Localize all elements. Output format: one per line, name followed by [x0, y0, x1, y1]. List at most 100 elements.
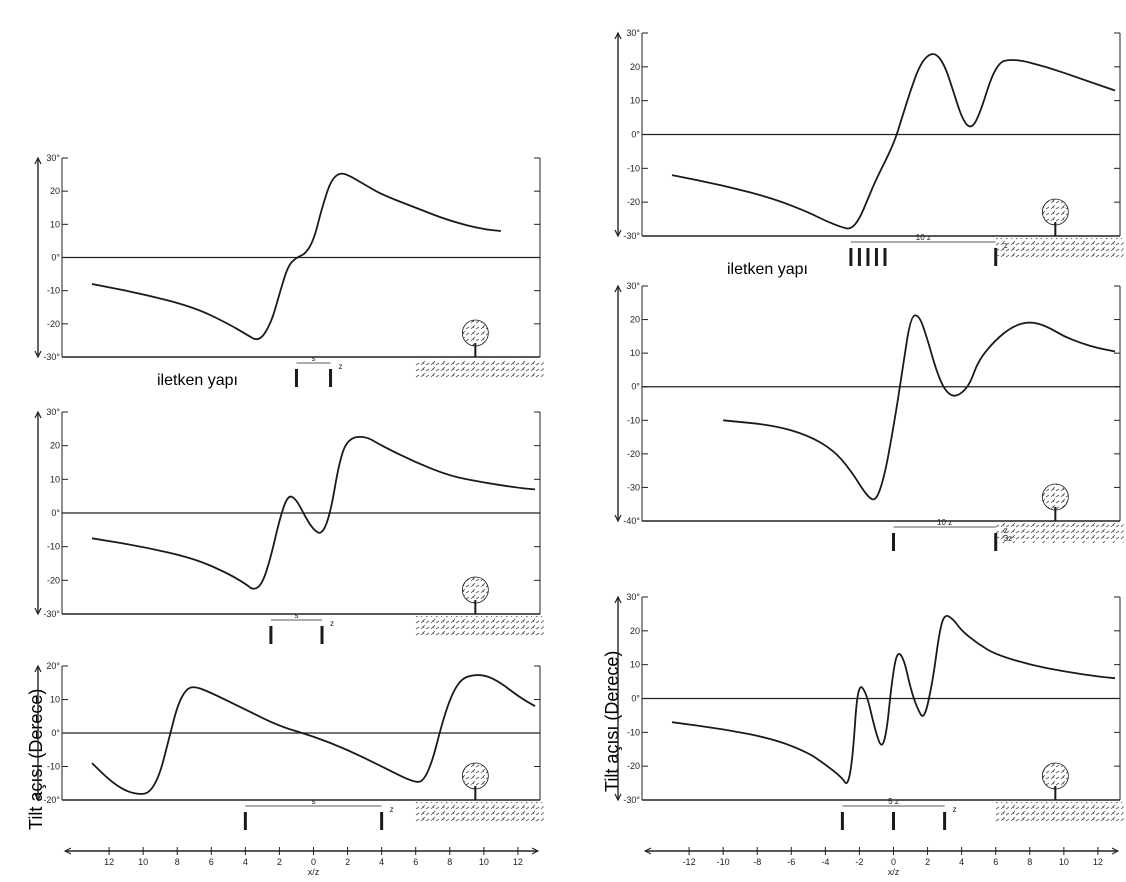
y-tick-label: 30°: [46, 407, 60, 417]
series-line: [671, 53, 1116, 230]
x-axis-arrow-left: [63, 847, 72, 855]
y-tick-label: 20: [50, 441, 60, 451]
x-tick-label: 10: [1059, 857, 1069, 867]
y-tick-label: 10: [630, 348, 640, 358]
y-axis-arrow-down: [614, 514, 622, 523]
y-axis-arrow-down: [34, 793, 42, 802]
y-axis-arrow-up: [614, 284, 622, 293]
x-tick-label: 2: [925, 857, 930, 867]
y-tick-label: -20°: [43, 795, 60, 805]
depth-label: z: [330, 619, 334, 628]
y-tick-label: 30°: [626, 28, 640, 38]
y-tick-label: -30°: [623, 795, 640, 805]
y-tick-label: 0°: [51, 508, 60, 518]
y-tick-label: 10: [50, 474, 60, 484]
y-tick-label: -20: [627, 449, 640, 459]
y-tick-label: -10: [47, 286, 60, 296]
x-tick-label: 10: [138, 857, 148, 867]
y-tick-label: -30°: [43, 609, 60, 619]
x-tick-label: 12: [1093, 857, 1103, 867]
x-tick-label: -6: [787, 857, 795, 867]
y-tick-label: -20: [627, 761, 640, 771]
x-tick-label: -4: [821, 857, 829, 867]
x-tick-label: 0: [891, 857, 896, 867]
y-tick-label: 0°: [631, 382, 640, 392]
y-tick-label: 30°: [626, 592, 640, 602]
x-tick-label: 8: [175, 857, 180, 867]
chart-right-3: 30° 20 10 0° -10 -20 -30° 5 z z: [614, 592, 1124, 830]
depth-label: z: [953, 805, 957, 814]
y-axis-arrow-down: [614, 793, 622, 802]
x-tick-label: 6: [209, 857, 214, 867]
y-tick-label: 30°: [626, 281, 640, 291]
y-axis-arrow-down: [34, 607, 42, 616]
x-tick-label: 4: [243, 857, 248, 867]
x-tick-label: 8: [447, 857, 452, 867]
x-axis-title: x/z: [888, 867, 900, 877]
series-line: [671, 615, 1116, 785]
x-tick-label: 10: [479, 857, 489, 867]
y-axis-arrow-down: [34, 350, 42, 359]
spacing-label: s: [312, 354, 316, 363]
y-tick-label: -10: [47, 762, 60, 772]
x-tick-label: 0: [311, 857, 316, 867]
x-axis-arrow-right: [1111, 847, 1120, 855]
y-tick-label: 10: [630, 660, 640, 670]
tree-crown: [461, 319, 489, 347]
x-tick-label: -10: [717, 857, 730, 867]
y-tick-label: 20: [630, 626, 640, 636]
depth-label: z: [390, 805, 394, 814]
y-axis-arrow-down: [614, 229, 622, 238]
y-tick-label: 20: [50, 186, 60, 196]
series-line: [91, 674, 536, 795]
chart-left-3: 20° 10 0° -10 -20° s z: [34, 661, 544, 830]
spacing-label: 10 z: [916, 233, 931, 242]
y-tick-label: -10: [627, 163, 640, 173]
series-line: [91, 435, 536, 590]
ground-hatch: [415, 616, 544, 636]
y-axis-arrow-up: [34, 156, 42, 165]
y-tick-label: -30°: [623, 231, 640, 241]
x-tick-label: 6: [993, 857, 998, 867]
y-tick-label: 20: [630, 62, 640, 72]
x-tick-label: 2: [277, 857, 282, 867]
ground-hatch: [415, 802, 544, 822]
x-tick-label: -12: [683, 857, 696, 867]
x-axis-right: -12 -10 -8 -6 -4 -2 0 2 4 6 8 10 12 x/z: [643, 847, 1120, 877]
y-tick-label: 10: [50, 219, 60, 229]
y-tick-label: 30°: [46, 153, 60, 163]
y-tick-label: -30°: [43, 352, 60, 362]
spacing-label: s: [312, 797, 316, 806]
spacing-label: s: [294, 611, 298, 620]
y-tick-label: -20: [47, 319, 60, 329]
x-tick-label: -8: [753, 857, 761, 867]
y-tick-label: -30: [627, 482, 640, 492]
ground-hatch: [995, 802, 1124, 822]
tree-crown: [1041, 762, 1069, 790]
series-line: [723, 314, 1116, 501]
ground-hatch: [995, 238, 1124, 258]
y-tick-label: 10: [50, 695, 60, 705]
x-tick-label: 4: [959, 857, 964, 867]
y-tick-label: -40°: [623, 516, 640, 526]
tree-crown: [1041, 198, 1069, 226]
tree-crown: [461, 762, 489, 790]
y-axis-arrow-up: [34, 410, 42, 419]
conductor-label-left: iletken yapı: [157, 372, 238, 389]
y-tick-label: 0°: [631, 130, 640, 140]
y-tick-label: -20: [627, 197, 640, 207]
x-axis-left: 12 10 8 6 4 2 0 2 4 6 8 10 12 x/z: [63, 847, 540, 877]
x-tick-label: 4: [379, 857, 384, 867]
y-axis-label-right: Tilt açısı (Derece): [602, 651, 622, 792]
x-tick-label: 6: [413, 857, 418, 867]
y-axis-arrow-up: [34, 664, 42, 673]
chart-left-1: 30° 20 10 0° -10 -20 -30° s z: [34, 153, 544, 387]
y-tick-label: -20: [47, 575, 60, 585]
y-tick-label: 10: [630, 96, 640, 106]
y-tick-label: 20: [630, 315, 640, 325]
y-axis-arrow-up: [614, 595, 622, 604]
ground-hatch: [995, 523, 1124, 543]
